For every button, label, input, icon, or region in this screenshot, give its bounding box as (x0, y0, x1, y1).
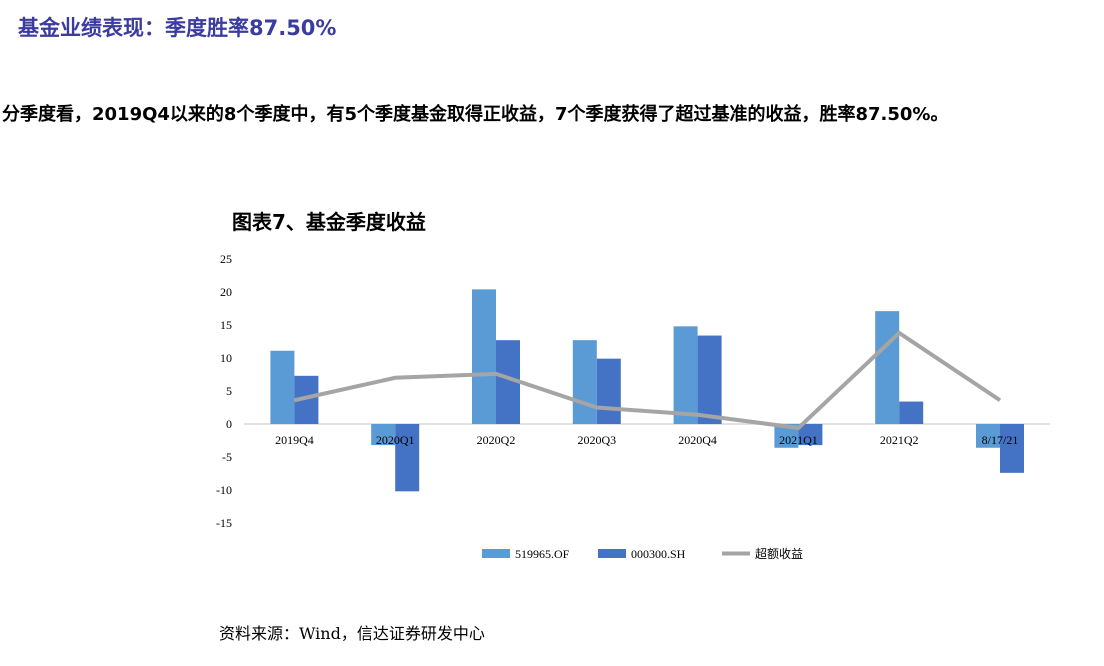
bar-000300-SH (596, 358, 621, 424)
y-tick-label: 0 (226, 417, 232, 431)
page-title: 基金业绩表现：季度胜率87.50% (18, 16, 337, 40)
y-tick-label: 25 (220, 252, 232, 266)
bar-519965-OF (270, 350, 295, 424)
y-tick-label: -5 (222, 450, 232, 464)
legend-label: 519965.OF (515, 547, 570, 561)
x-tick-label: 2021Q2 (880, 433, 919, 447)
y-tick-label: -10 (216, 483, 232, 497)
bar-519965-OF (472, 289, 496, 424)
bar-519965-OF (572, 340, 597, 424)
y-tick-label: 5 (226, 384, 232, 398)
summary-paragraph: 分季度看，2019Q4以来的8个季度中，有5个季度基金取得正收益，7个季度获得了… (2, 104, 949, 125)
bar-000300-SH (798, 424, 823, 446)
x-tick-label: 8/17/21 (982, 433, 1019, 447)
y-tick-label: -15 (216, 516, 232, 530)
legend-label: 超额收益 (755, 546, 803, 561)
y-tick-label: 10 (220, 351, 232, 365)
excess-return-line (293, 330, 1002, 431)
bar-519965-OF (673, 326, 698, 424)
x-tick-label: 2020Q4 (678, 433, 717, 447)
legend-label: 000300.SH (631, 547, 686, 561)
x-tick-label: 2020Q3 (577, 433, 616, 447)
x-tick-label: 2020Q1 (376, 433, 415, 447)
y-tick-label: 20 (220, 285, 232, 299)
bar-519965-OF (371, 424, 396, 446)
bar-000300-SH (697, 335, 722, 424)
bar-519965-OF (875, 311, 900, 424)
legend-swatch (598, 549, 626, 558)
bar-519965-OF (774, 424, 799, 448)
chart-title: 图表7、基金季度收益 (232, 210, 426, 234)
y-tick-label: 15 (220, 318, 232, 332)
source-note: 资料来源：Wind，信达证券研发中心 (219, 624, 485, 643)
x-tick-label: 2021Q1 (779, 433, 818, 447)
x-tick-label: 2020Q2 (477, 433, 516, 447)
x-tick-label: 2019Q4 (275, 433, 314, 447)
bar-000300-SH (1000, 424, 1024, 473)
bar-519965-OF (976, 424, 1000, 448)
legend-swatch (482, 549, 510, 558)
bar-000300-SH (395, 424, 420, 492)
bar-000300-SH (899, 401, 924, 424)
